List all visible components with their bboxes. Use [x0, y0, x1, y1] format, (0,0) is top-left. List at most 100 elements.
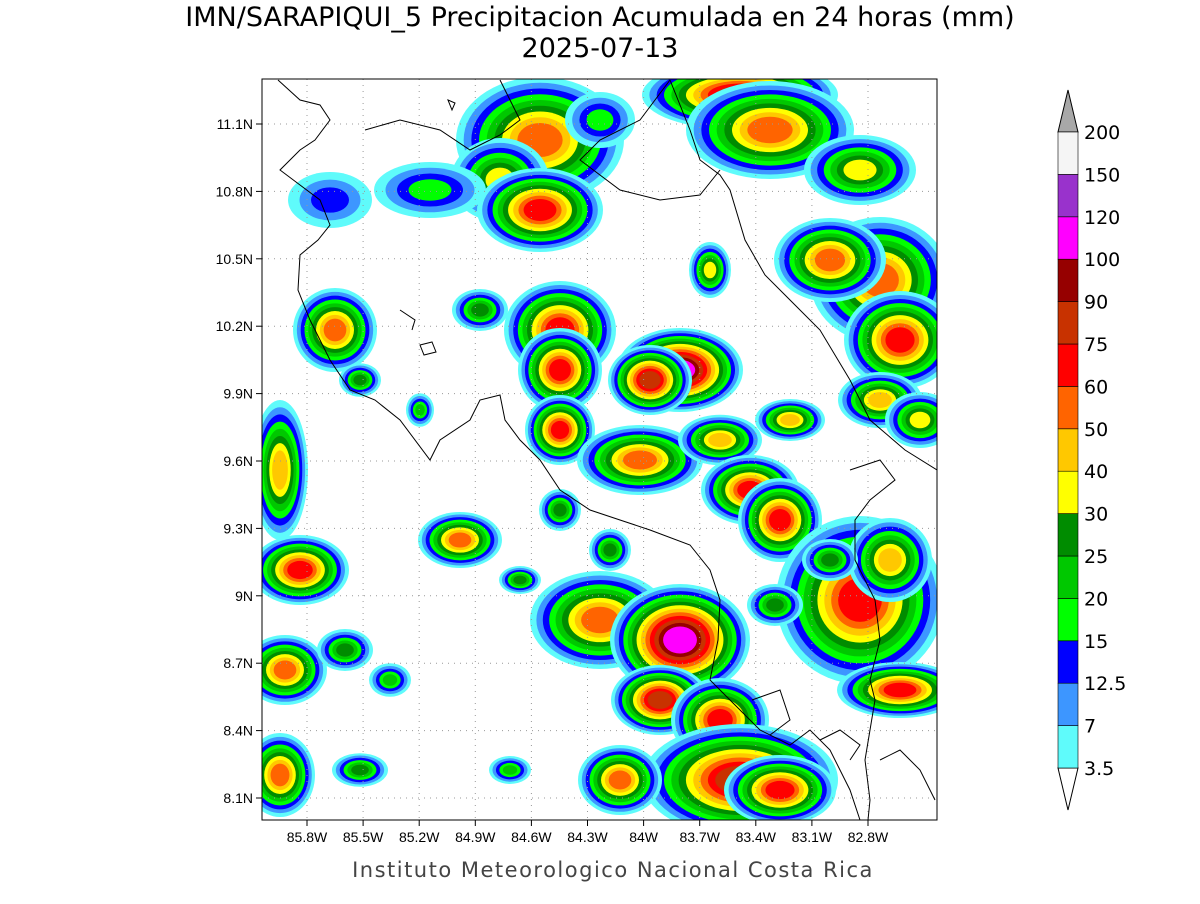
precip-contour — [323, 318, 347, 342]
colorbar-label: 40 — [1084, 461, 1108, 483]
colorbar-label: 25 — [1084, 546, 1108, 568]
colorbar-box — [1057, 470, 1079, 514]
colorbar-label: 120 — [1084, 207, 1120, 229]
precip-contour — [351, 764, 369, 776]
precip-contour — [586, 109, 614, 131]
lon-label: 83.1W — [792, 829, 833, 845]
colorbar-box — [1057, 598, 1079, 642]
precip-contour — [272, 450, 288, 490]
precip-contour — [550, 420, 570, 440]
precip-contour — [663, 626, 697, 654]
precip-contour — [608, 770, 632, 790]
precip-contour — [769, 509, 791, 531]
colorbar-label: 50 — [1084, 419, 1108, 441]
precip-field — [262, 79, 937, 820]
colorbar-label: 75 — [1084, 334, 1108, 356]
axes: 11.1N 10.8N 10.5N 10.2N 9.9N 9.6N 9.3N 9N 8.7N 8.… — [216, 116, 889, 845]
colorbar-box — [1057, 258, 1079, 302]
lat-label: 8.1N — [223, 790, 253, 806]
precip-contour — [747, 116, 793, 144]
precip-contour — [765, 780, 795, 800]
precip-contour — [814, 248, 846, 272]
date: 2025-07-13 — [522, 33, 679, 64]
precip-contour — [353, 374, 367, 386]
colorbar-under — [1057, 767, 1079, 811]
colorbar-box — [1057, 555, 1079, 599]
precip-contour — [708, 432, 732, 448]
precip-contour — [878, 548, 902, 572]
colorbar-label: 150 — [1084, 164, 1120, 186]
precip-contour — [382, 674, 398, 686]
lat-label: 10.5N — [216, 251, 253, 267]
precip-contour — [703, 261, 717, 279]
precip-contour — [909, 411, 931, 429]
precip-contour — [513, 575, 527, 585]
precip-contour — [821, 553, 839, 567]
precip-contour — [885, 327, 915, 353]
colorbar-label: 100 — [1084, 249, 1120, 271]
precip-contour — [273, 660, 297, 680]
colorbar-label: 20 — [1084, 588, 1108, 610]
colorbar-box — [1057, 640, 1079, 684]
colorbar-label: 60 — [1084, 376, 1108, 398]
colorbar-label: 7 — [1084, 716, 1096, 738]
lon-label: 84.6W — [511, 829, 552, 845]
lon-label: 85.5W — [343, 829, 384, 845]
precip-contour — [623, 450, 657, 470]
colorbar-label: 3.5 — [1084, 758, 1114, 780]
precip-contour — [780, 414, 800, 426]
colorbar-box — [1057, 428, 1079, 472]
lon-label: 84.9W — [455, 829, 496, 845]
lat-label: 9.9N — [223, 386, 253, 402]
lat-label: 8.4N — [223, 723, 253, 739]
precip-contour — [843, 159, 877, 181]
lat-label: 8.7N — [223, 655, 253, 671]
precip-contour — [270, 763, 290, 787]
coastlines — [277, 79, 937, 820]
lon-label: 84.3W — [567, 829, 608, 845]
colorbar-label: 90 — [1084, 292, 1108, 314]
colorbar-box — [1057, 174, 1079, 218]
precip-contour — [549, 359, 571, 381]
precip-contour — [287, 560, 313, 580]
colorbar-label: 30 — [1084, 504, 1108, 526]
lat-label: 11.1N — [217, 116, 253, 132]
colorbar-box — [1057, 386, 1079, 430]
colorbar-box — [1057, 301, 1079, 345]
lat-label: 9.3N — [223, 520, 253, 536]
lon-label: 85.8W — [287, 829, 328, 845]
lon-label: 82.8W — [848, 829, 889, 845]
lon-label: 84W — [629, 829, 659, 845]
precip-contour — [647, 691, 673, 709]
lat-label: 10.2N — [216, 318, 253, 334]
lat-label: 10.8N — [216, 183, 253, 199]
lon-label: 83.7W — [679, 829, 720, 845]
precip-contour — [523, 199, 557, 221]
colorbar-box — [1057, 682, 1079, 726]
precip-contour — [868, 392, 892, 408]
precip-contour — [766, 598, 784, 612]
precip-contour — [408, 179, 452, 201]
precip-contour — [603, 543, 617, 557]
precip-contour — [448, 532, 472, 548]
lat-label: 9N — [235, 588, 253, 604]
colorbar-label: 15 — [1084, 631, 1108, 653]
precip-contour — [311, 187, 349, 213]
lon-label: 85.2W — [399, 829, 440, 845]
precip-contour — [553, 503, 567, 517]
colorbar-label: 200 — [1084, 122, 1120, 144]
precip-contour — [502, 765, 518, 775]
colorbar-box — [1057, 343, 1079, 387]
colorbar: 3.5 7 12.5 15 20 25 30 40 50 60 75 90 100 120 150 200 — [1057, 89, 1126, 811]
lat-label: 9.6N — [223, 453, 253, 469]
footer: Instituto Meteorologico Nacional Costa R… — [352, 858, 874, 882]
colorbar-label: 12.5 — [1084, 673, 1126, 695]
colorbar-over — [1057, 89, 1079, 133]
lon-label: 83.4W — [736, 829, 777, 845]
precip-contour — [581, 606, 619, 634]
colorbar-box — [1057, 216, 1079, 260]
precip-contour — [336, 643, 354, 657]
colorbar-box — [1057, 131, 1079, 175]
plot-frame — [261, 78, 938, 821]
